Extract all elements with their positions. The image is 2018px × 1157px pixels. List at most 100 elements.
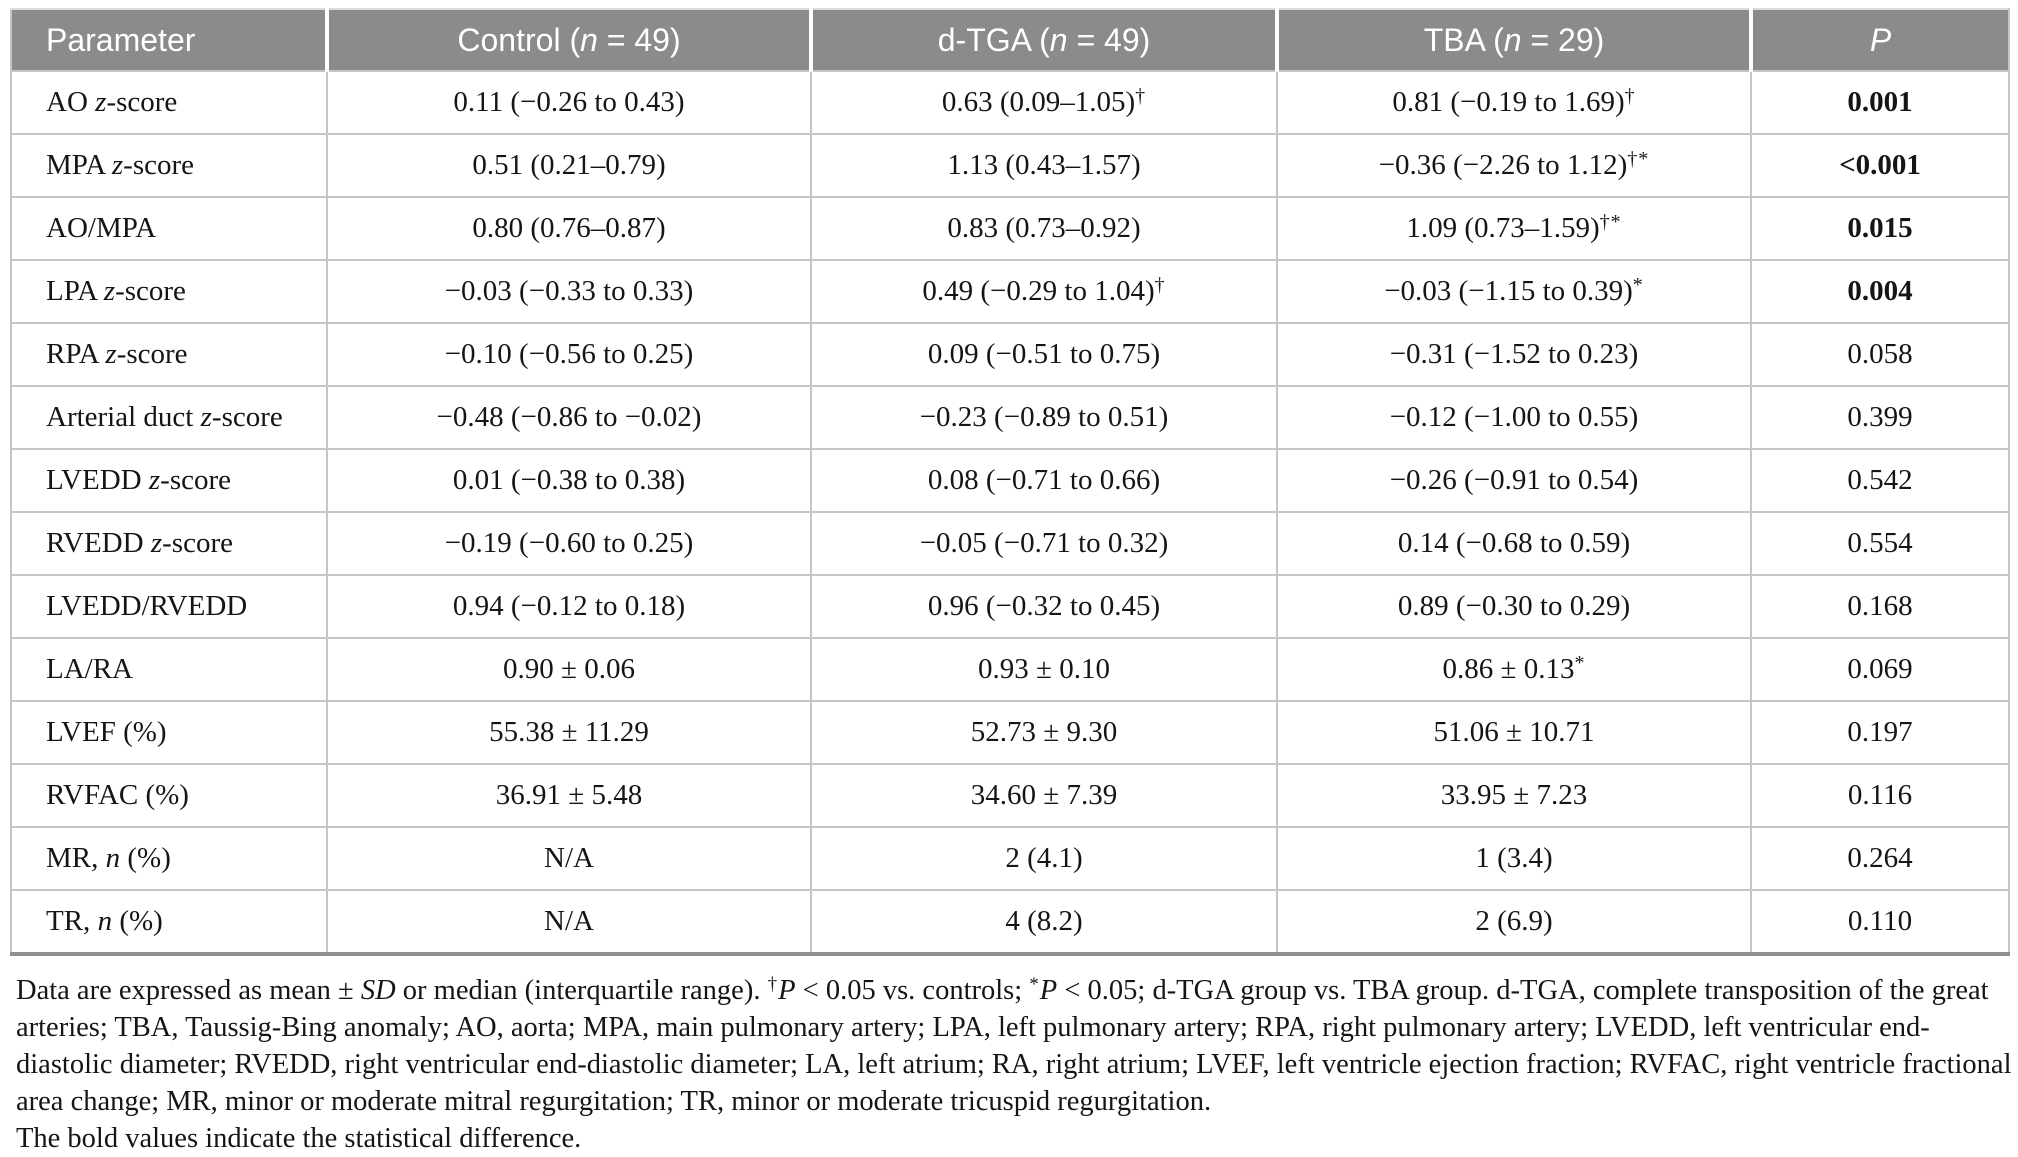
cell-dtga-text: 0.08 (−0.71 to 0.66) [927,464,1161,496]
cell-control-text: −0.03 (−0.33 to 0.33) [444,275,694,307]
cell-tba-text: 1 (3.4) [1475,842,1553,874]
cell-dtga: 0.93 ± 0.10 [810,637,1278,702]
cell-tba: 51.06 ± 10.71 [1276,700,1752,765]
cell-control-text: 0.51 (0.21–0.79) [472,149,666,181]
cell-tba: 33.95 ± 7.23 [1276,763,1752,828]
cell-control-text: N/A [544,842,594,874]
cell-parameter-text: -score [116,338,188,370]
cell-p-text: 0.399 [1847,401,1913,433]
cell-dtga-text: 2 (4.1) [1005,842,1083,874]
column-header-dtga-text: = 49) [1067,21,1151,58]
cell-tba-text: −0.31 (−1.52 to 0.23) [1389,338,1639,370]
parameters-table: Parameter Control (n = 49) d-TGA (n = 49) T… [10,8,2010,956]
cell-dtga-text: −0.23 (−0.89 to 0.51) [919,401,1169,433]
column-header-control-text: Control ( [457,21,581,58]
cell-parameter-text: -score [123,149,194,181]
cell-parameter-text: RVFAC (%) [46,779,189,811]
cell-control-text: 0.90 ± 0.06 [503,653,635,685]
cell-dtga-text: 34.60 ± 7.39 [970,779,1118,811]
cell-tba: 0.89 (−0.30 to 0.29) [1276,574,1752,639]
cell-p: 0.058 [1750,322,2010,387]
cell-control: 0.80 (0.76–0.87) [326,196,812,261]
cell-tba: −0.03 (−1.15 to 0.39)* [1276,259,1752,324]
cell-dtga-text: 0.49 (−0.29 to 1.04) [922,275,1155,307]
cell-tba-text: −0.03 (−1.15 to 0.39) [1384,275,1633,307]
cell-control-text: N/A [544,905,594,937]
cell-dtga-marker: † [1135,85,1147,108]
cell-parameter-text: (%) [112,905,163,937]
column-header-parameter-text: Parameter [46,21,196,58]
cell-p: 0.399 [1750,385,2010,450]
cell-tba: 0.81 (−0.19 to 1.69)† [1276,70,1752,135]
table-row: MPA z-score 0.51 (0.21–0.79) 1.13 (0.43–1.… [10,133,2010,198]
cell-parameter: Arterial duct z-score [10,385,328,450]
cell-p: 0.004 [1750,259,2010,324]
cell-control: −0.03 (−0.33 to 0.33) [326,259,812,324]
cell-p: 0.168 [1750,574,2010,639]
cell-parameter-text: z [105,338,117,370]
cell-tba: −0.36 (−2.26 to 1.12)†* [1276,133,1752,198]
column-header-dtga-text: d-TGA ( [937,21,1050,58]
cell-p-text: 0.058 [1847,338,1913,370]
cell-p: 0.264 [1750,826,2010,891]
cell-p-text: 0.197 [1847,716,1913,748]
table-row: RVFAC (%) 36.91 ± 5.48 34.60 ± 7.39 33.95 ±… [10,763,2010,828]
table-footnote: Data are expressed as mean ± SD or media… [16,972,2018,1157]
cell-parameter-text: z [111,149,124,181]
cell-p: 0.197 [1750,700,2010,765]
cell-dtga-text: 0.09 (−0.51 to 0.75) [927,338,1161,370]
cell-tba: −0.31 (−1.52 to 0.23) [1276,322,1752,387]
cell-parameter: AO z-score [10,70,328,135]
cell-parameter-text: Arterial duct [46,401,201,433]
cell-parameter-text: LPA [46,275,104,307]
cell-dtga: 2 (4.1) [810,826,1278,891]
cell-tba: 1 (3.4) [1276,826,1752,891]
cell-parameter: LPA z-score [10,259,328,324]
cell-parameter-text: AO/MPA [46,212,157,244]
cell-dtga-text: 0.93 ± 0.10 [978,653,1110,685]
cell-tba-text: 2 (6.9) [1475,905,1553,937]
cell-control-text: −0.48 (−0.86 to −0.02) [436,401,702,433]
cell-control-text: −0.19 (−0.60 to 0.25) [444,527,694,559]
table-row: AO/MPA 0.80 (0.76–0.87) 0.83 (0.73–0.92) 1.… [10,196,2010,261]
cell-parameter-text: LVEF (%) [46,716,167,748]
cell-parameter: LVEDD z-score [10,448,328,513]
cell-p: 0.069 [1750,637,2010,702]
cell-dtga-text: 4 (8.2) [1005,905,1083,937]
cell-tba-text: 0.14 (−0.68 to 0.59) [1397,527,1631,559]
cell-parameter-text: -score [115,275,186,307]
cell-parameter-text: AO [46,86,96,118]
cell-dtga: 0.08 (−0.71 to 0.66) [810,448,1278,513]
cell-control: 36.91 ± 5.48 [326,763,812,828]
cell-tba-text: 51.06 ± 10.71 [1433,716,1595,748]
cell-parameter-text: MPA [46,149,112,181]
cell-tba-text: 0.89 (−0.30 to 0.29) [1397,590,1631,622]
table-row: LVEDD/RVEDD 0.94 (−0.12 to 0.18) 0.96 (−0.… [10,574,2010,639]
cell-p: <0.001 [1750,133,2010,198]
cell-control-text: 0.11 (−0.26 to 0.43) [453,86,685,118]
cell-parameter-text: -score [106,86,178,118]
cell-p-text: 0.168 [1847,590,1913,622]
cell-dtga: 1.13 (0.43–1.57) [810,133,1278,198]
cell-p: 0.110 [1750,889,2010,955]
cell-control: 0.11 (−0.26 to 0.43) [326,70,812,135]
cell-parameter: TR, n (%) [10,889,328,955]
footnote-text: < 0.05 vs. controls; [795,975,1030,1006]
footnote-text: SD [360,975,396,1006]
cell-p-text: 0.116 [1847,779,1913,811]
table-header: Parameter Control (n = 49) d-TGA (n = 49) T… [11,9,2009,71]
footnote-text: or median (interquartile range). [395,975,768,1006]
table-row: LA/RA 0.90 ± 0.06 0.93 ± 0.10 0.86 ± 0.13* 0… [10,637,2010,702]
cell-p-text: 0.069 [1847,653,1913,685]
cell-dtga: −0.23 (−0.89 to 0.51) [810,385,1278,450]
cell-tba: −0.26 (−0.91 to 0.54) [1276,448,1752,513]
cell-tba-marker: * [1632,274,1644,297]
table-row: MR, n (%) N/A 2 (4.1) 1 (3.4) 0.264 [10,826,2010,891]
cell-control-text: 0.80 (0.76–0.87) [472,212,666,244]
cell-dtga: 52.73 ± 9.30 [810,700,1278,765]
cell-p-text: <0.001 [1839,149,1921,181]
cell-control: 0.01 (−0.38 to 0.38) [326,448,812,513]
cell-p-text: 0.264 [1847,842,1913,874]
cell-parameter-text: (%) [120,842,171,874]
cell-control: N/A [326,826,812,891]
